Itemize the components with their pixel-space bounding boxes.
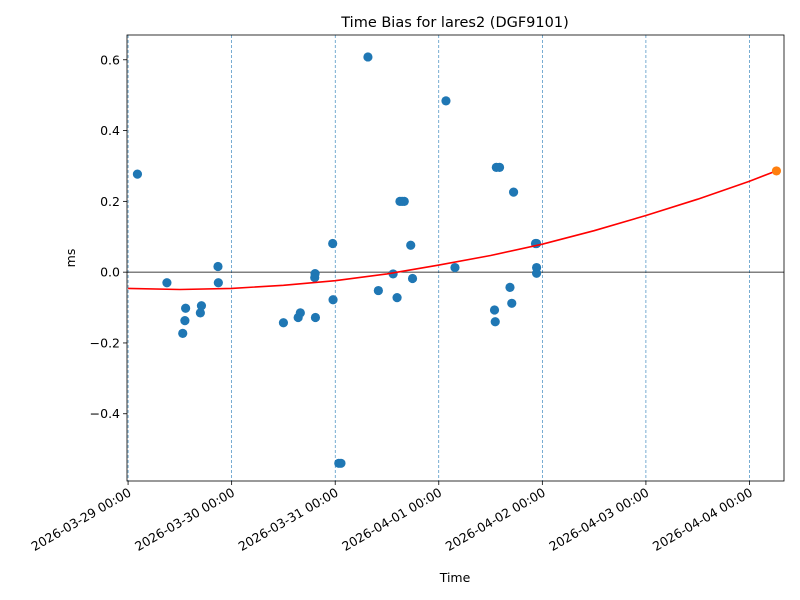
plot-area — [128, 52, 782, 468]
data-point-16 — [328, 295, 338, 305]
prediction-point-0 — [771, 166, 782, 176]
data-point-1 — [162, 278, 172, 288]
y-tick-label-2: 0.2 — [100, 194, 120, 209]
x-tick-label-0: 2026-03-29 00:00 — [29, 485, 134, 554]
data-point-0 — [132, 169, 143, 179]
data-point-40 — [531, 268, 542, 278]
data-point-3 — [180, 316, 190, 326]
data-point-28 — [441, 96, 451, 106]
data-point-4 — [181, 303, 191, 313]
y-tick-label-4: −0.2 — [90, 335, 120, 350]
x-tick-label-6: 2026-04-04 00:00 — [650, 485, 755, 554]
data-point-21 — [388, 269, 398, 279]
data-point-14 — [310, 312, 321, 323]
data-point-31 — [490, 317, 500, 327]
data-point-35 — [507, 298, 517, 308]
data-point-20 — [373, 285, 383, 296]
data-point-34 — [505, 282, 515, 292]
data-point-9 — [278, 318, 289, 328]
y-tick-label-3: 0.0 — [100, 265, 120, 280]
data-point-5 — [195, 308, 205, 318]
x-tick-label-5: 2026-04-03 00:00 — [546, 485, 651, 554]
data-point-25 — [399, 196, 409, 206]
chart-title: Time Bias for lares2 (DGF9101) — [340, 15, 569, 31]
fit-curve — [128, 170, 777, 291]
y-tick-label-1: 0.4 — [100, 123, 120, 138]
y-tick-label-5: −0.4 — [90, 406, 120, 421]
data-point-30 — [489, 305, 500, 315]
data-point-36 — [508, 187, 519, 197]
x-axis-label: Time — [439, 570, 471, 585]
data-point-2 — [178, 328, 188, 338]
data-point-8 — [213, 278, 223, 288]
data-point-6 — [196, 301, 207, 311]
axes-frame — [126, 34, 785, 482]
data-point-33 — [494, 162, 505, 172]
y-tick-label-0: 0.6 — [100, 52, 120, 67]
vertical-gridlines — [127, 35, 750, 481]
data-point-15 — [328, 238, 338, 249]
data-point-22 — [392, 293, 402, 303]
x-tick-label-4: 2026-04-02 00:00 — [443, 485, 548, 554]
data-point-13 — [310, 268, 320, 279]
x-tick-label-3: 2026-04-01 00:00 — [339, 485, 444, 554]
data-point-18 — [336, 458, 346, 468]
data-point-26 — [406, 240, 416, 250]
x-tick-label-2: 2026-03-31 00:00 — [236, 485, 341, 554]
data-point-7 — [213, 261, 223, 272]
data-point-27 — [407, 273, 418, 284]
data-point-29 — [450, 262, 460, 273]
x-tick-label-1: 2026-03-30 00:00 — [132, 485, 237, 554]
data-point-19 — [363, 52, 373, 62]
y-axis-ticks: 0.6 0.4 0.2 0.0 −0.2 −0.4 — [90, 52, 127, 421]
data-point-11 — [295, 308, 305, 318]
y-axis-label: ms — [63, 249, 78, 268]
